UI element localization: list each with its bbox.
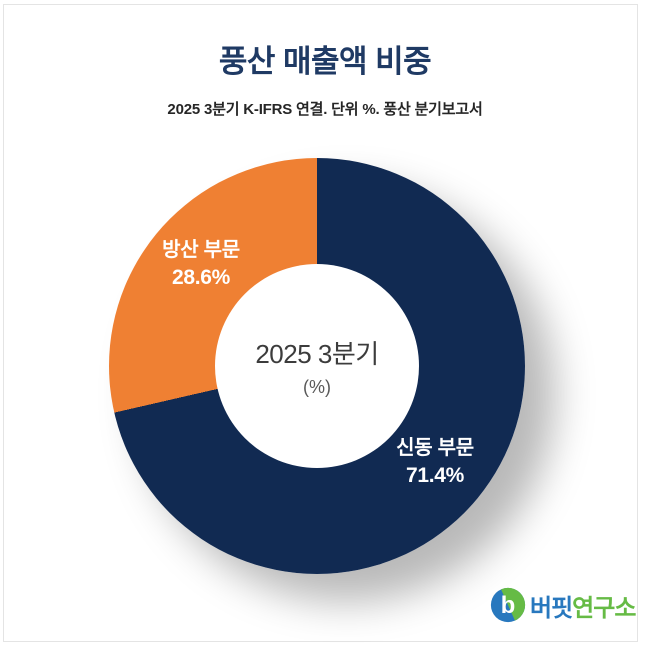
donut-ring: 2025 3분기 (%) 방산 부문 28.6% 신동 부문 71.4% <box>109 158 525 574</box>
segment-label-defense: 방산 부문 28.6% <box>121 236 281 292</box>
segment-label-copper: 신동 부문 71.4% <box>355 434 515 490</box>
logo-text-lab: 연구소 <box>572 594 636 622</box>
chart-subtitle: 2025 3분기 K-IFRS 연결. 단위 %. 풍산 분기보고서 <box>167 101 483 118</box>
center-period-label: 2025 3분기 <box>255 339 379 369</box>
segment-name-copper: 신동 부문 <box>396 437 474 459</box>
donut-hole: 2025 3분기 (%) <box>215 264 419 468</box>
center-unit-label: (%) <box>303 377 331 397</box>
segment-name-defense: 방산 부문 <box>162 239 240 261</box>
segment-value-copper: 71.4% <box>405 464 465 487</box>
buffett-lab-logo: b 버핏연구소 <box>489 585 636 625</box>
chart-title: 풍산 매출액 비중 <box>218 44 432 79</box>
logo-text-buffett: 버핏 <box>530 594 573 622</box>
logo-letter-b: b <box>501 592 516 619</box>
buffett-lab-logo-icon: b <box>490 587 526 623</box>
segment-value-defense: 28.6% <box>171 266 231 289</box>
chart-header: 풍산 매출액 비중 2025 3분기 K-IFRS 연결. 단위 %. 풍산 분… <box>0 36 650 119</box>
buffett-lab-logo-text: 버핏연구소 <box>530 588 636 623</box>
